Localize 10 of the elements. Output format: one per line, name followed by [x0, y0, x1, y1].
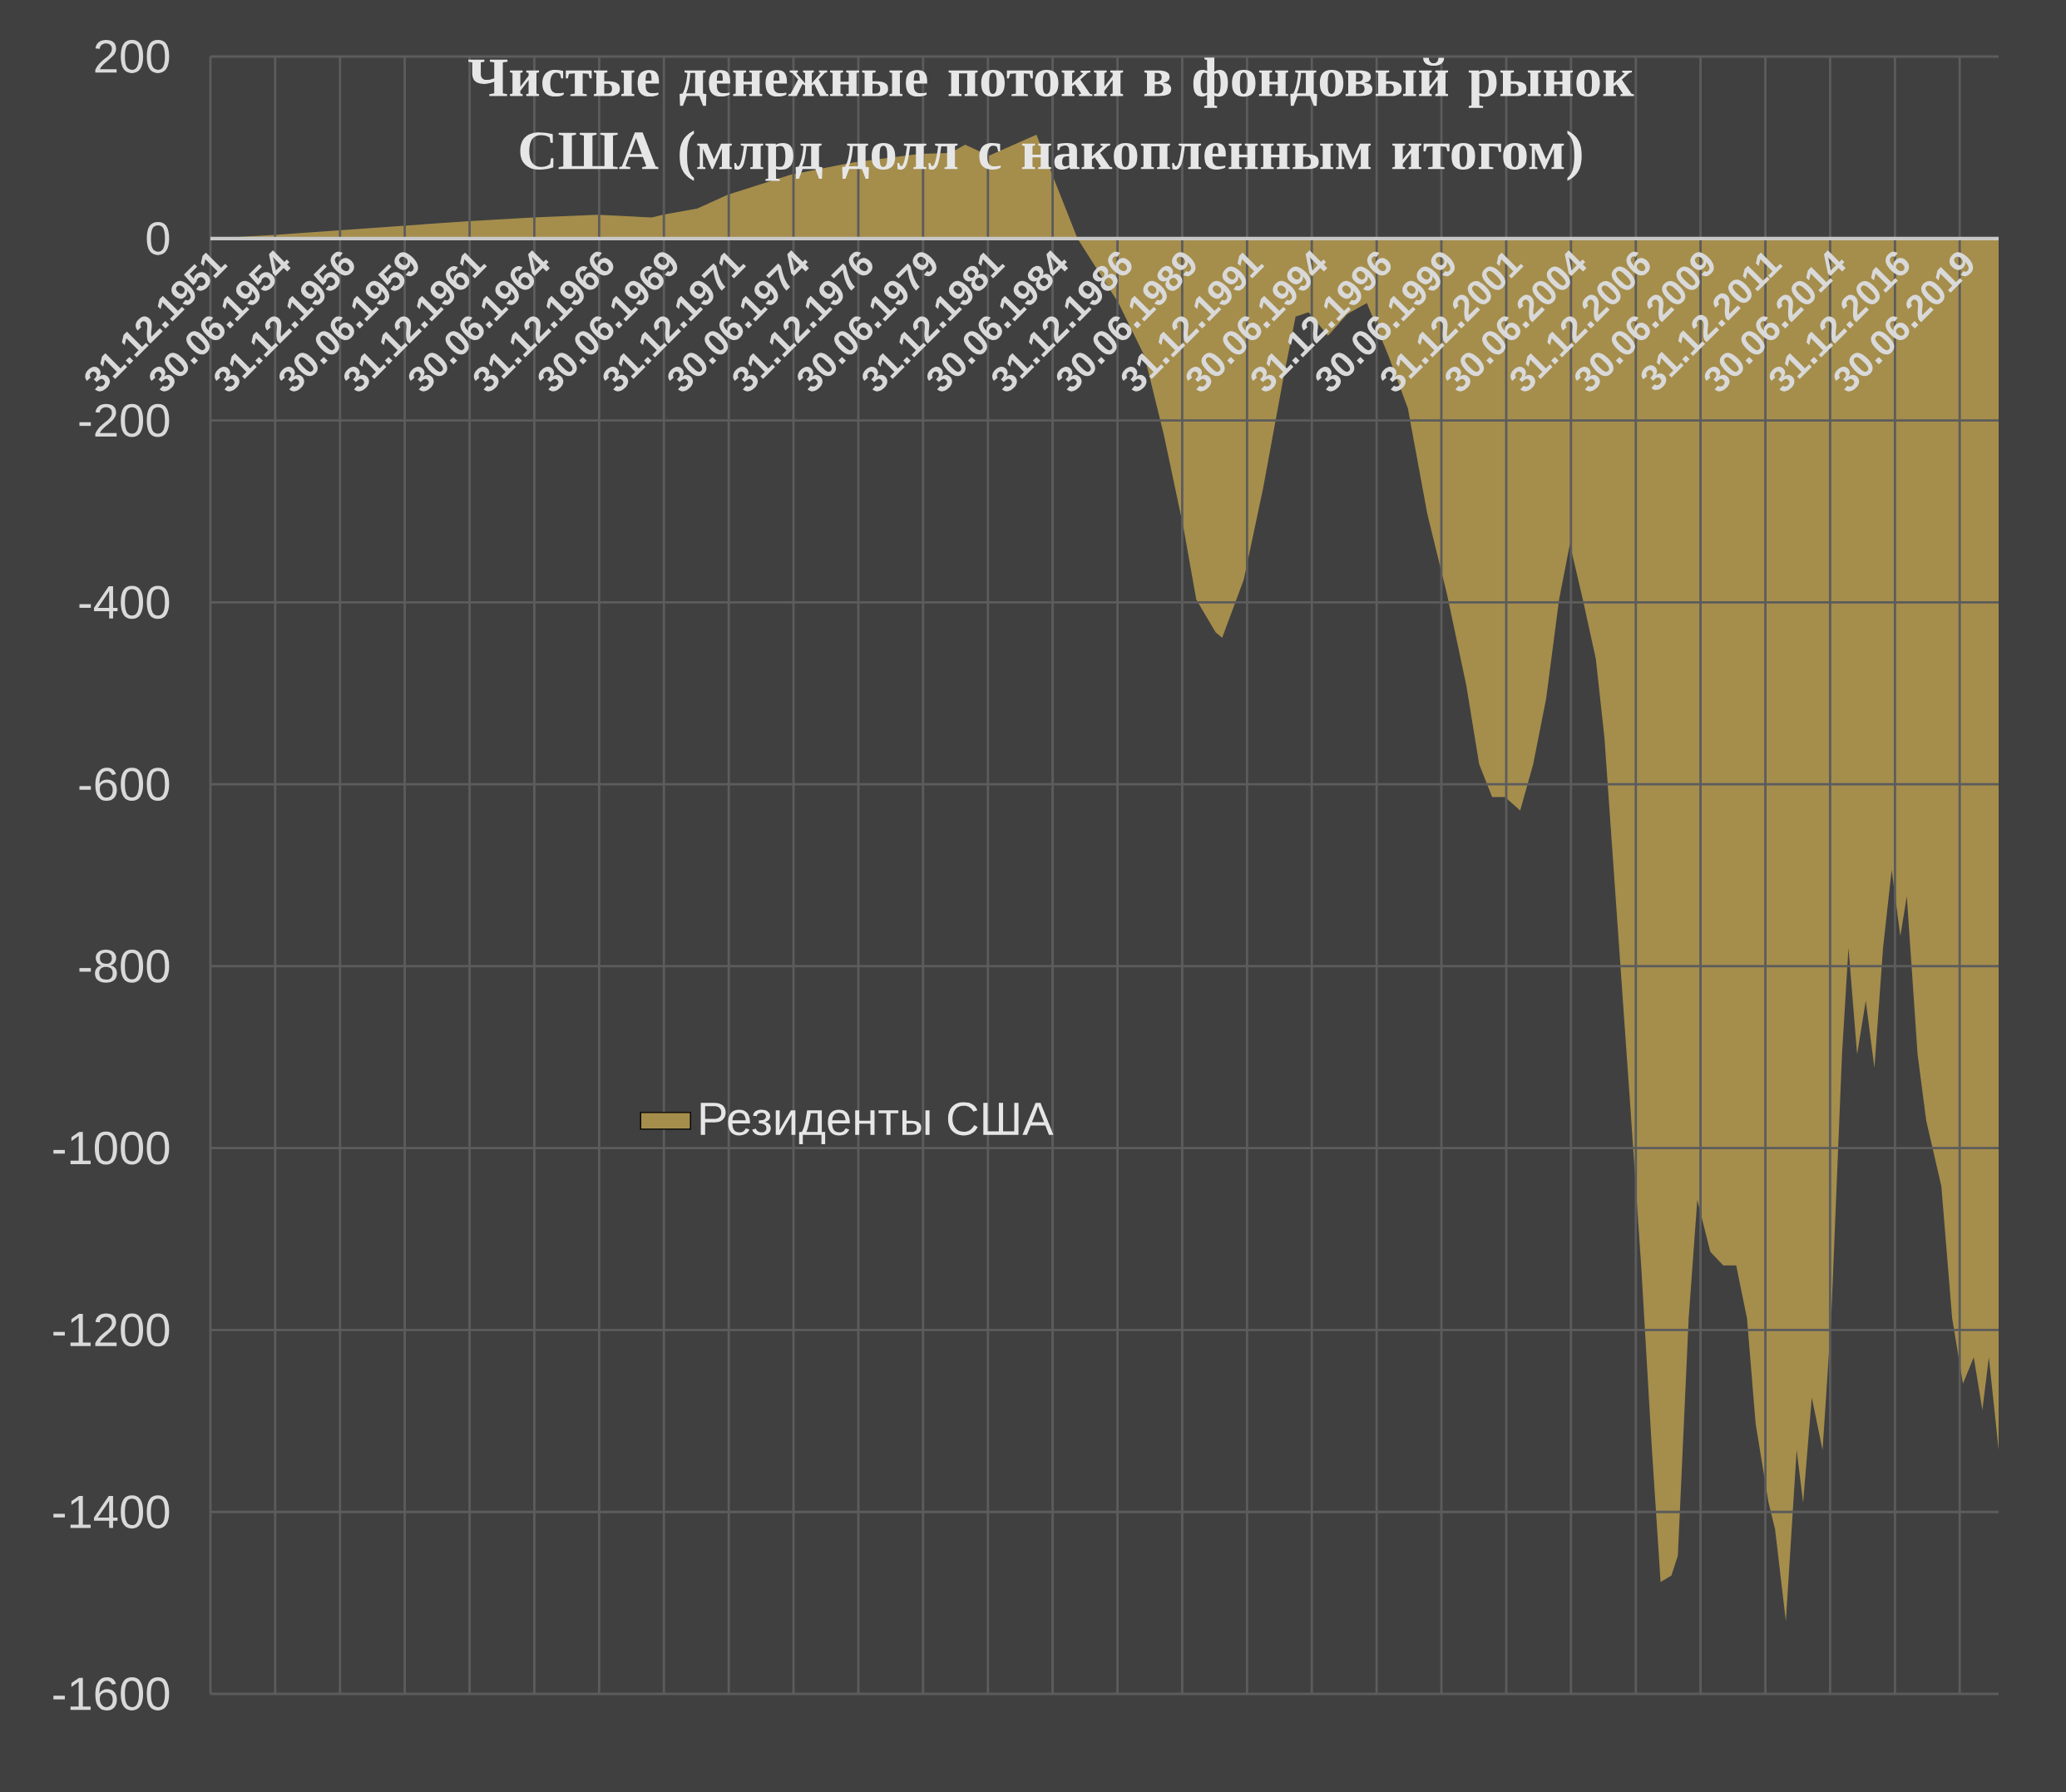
y-tick-label: -800: [79, 950, 170, 983]
y-tick-label: -200: [79, 403, 170, 437]
y-tick-label: -1600: [53, 1677, 170, 1711]
y-tick-label: -400: [79, 585, 170, 620]
y-tick-label: -1000: [53, 1131, 170, 1165]
y-tick-label: -1200: [53, 1313, 170, 1347]
y-tick-label: -600: [79, 768, 170, 802]
y-tick-label: 200: [95, 40, 170, 73]
legend-label: Резиденты США: [700, 1102, 1054, 1145]
y-tick-label: -1400: [53, 1495, 170, 1529]
